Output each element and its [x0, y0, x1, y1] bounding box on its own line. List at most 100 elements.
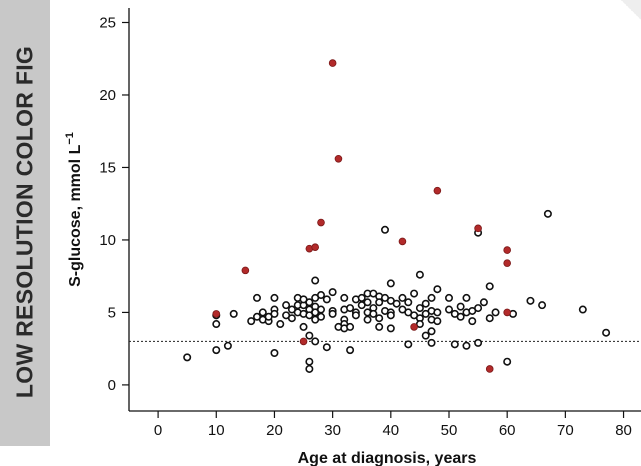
data-point-open	[340, 293, 349, 302]
data-point-filled	[410, 323, 418, 331]
data-point-filled	[317, 218, 325, 227]
data-point-open	[479, 298, 488, 307]
data-point-open	[328, 309, 337, 318]
watermark-banner: LOW RESOLUTION COLOR FIG	[0, 0, 50, 446]
data-point-open	[485, 282, 494, 291]
data-point-open	[351, 311, 360, 320]
x-tick-label: 30	[324, 422, 341, 439]
data-point-open	[444, 305, 453, 314]
data-point-open	[410, 289, 419, 298]
data-point-open	[427, 338, 436, 347]
data-point-open	[421, 331, 430, 340]
data-point-open	[363, 298, 372, 307]
y-axis-title: S-glucose, mmol L−1	[64, 132, 84, 287]
corner-fold	[621, 0, 641, 20]
chart-axes: 0 10 20 30 40 50 60 70 80 0 5 10 15 20 25	[99, 8, 641, 439]
data-point-open	[404, 340, 413, 349]
data-point-open	[415, 270, 424, 279]
data-point-filled	[328, 59, 337, 67]
data-point-open	[369, 309, 378, 318]
data-point-open	[305, 364, 314, 373]
data-point-open	[468, 317, 477, 326]
data-point-open	[311, 337, 320, 346]
y-tick-label: 15	[99, 159, 116, 176]
data-point-open	[462, 341, 471, 350]
data-point-open	[316, 305, 325, 314]
data-point-open	[386, 279, 395, 288]
x-tick-label: 40	[382, 422, 399, 439]
y-tick-label: 0	[108, 377, 116, 394]
data-point-open	[282, 301, 291, 310]
data-point-open	[543, 209, 552, 218]
data-point-open	[322, 343, 331, 352]
data-point-open	[444, 293, 453, 302]
data-point-filled	[503, 259, 511, 267]
data-point-open	[212, 346, 221, 355]
data-point-open	[276, 320, 285, 329]
data-point-open	[433, 317, 442, 326]
data-point-filled	[334, 154, 343, 163]
data-point-open	[456, 302, 465, 311]
data-point-open	[270, 293, 279, 302]
data-point-open	[450, 340, 459, 349]
data-point-open	[311, 276, 320, 285]
y-axis-title-superscript: −1	[64, 132, 76, 145]
data-point-open	[427, 327, 436, 336]
x-tick-label: 70	[557, 422, 574, 439]
data-point-open	[328, 288, 337, 297]
x-tick-label: 60	[499, 422, 516, 439]
data-point-open	[526, 296, 535, 305]
data-point-open	[375, 298, 384, 307]
data-point-open	[474, 338, 483, 347]
axis-labels: Age at diagnosis, years S-glucose, mmol …	[64, 132, 476, 466]
data-point-filled	[474, 224, 482, 233]
x-tick-label: 0	[154, 422, 162, 439]
data-point-filled	[311, 243, 319, 251]
data-point-open	[456, 312, 465, 321]
x-tick-label: 50	[441, 422, 458, 439]
y-tick-label: 20	[99, 87, 116, 104]
data-point-filled	[485, 365, 494, 373]
data-point-filled	[398, 237, 407, 246]
x-tick-label: 80	[615, 422, 632, 439]
data-point-open	[357, 293, 366, 302]
data-point-filled	[503, 246, 511, 254]
data-point-open	[392, 299, 401, 308]
data-point-open	[485, 314, 494, 323]
data-point-open	[415, 304, 424, 313]
data-point-open	[404, 298, 413, 307]
data-point-open	[305, 298, 314, 307]
data-point-open	[299, 322, 308, 331]
x-tick-label: 20	[266, 422, 283, 439]
data-point-filled	[299, 337, 308, 346]
data-point-open	[305, 331, 314, 340]
data-point-open	[258, 308, 267, 317]
y-tick-label: 25	[99, 14, 116, 31]
data-points	[183, 59, 611, 373]
data-point-open	[380, 225, 389, 234]
data-point-open	[398, 293, 407, 302]
data-point-open	[316, 312, 325, 321]
data-point-filled	[503, 308, 511, 317]
y-axis-title-main: S-glucose, mmol L	[67, 144, 84, 286]
data-point-open	[183, 353, 192, 362]
data-point-open	[375, 322, 384, 331]
data-point-open	[602, 328, 611, 337]
data-point-open	[363, 315, 372, 324]
data-point-open	[578, 305, 587, 314]
data-point-open	[427, 293, 436, 302]
data-point-open	[375, 314, 384, 323]
data-point-open	[433, 308, 442, 317]
data-point-open	[491, 308, 500, 317]
data-point-open	[305, 357, 314, 366]
y-tick-label: 5	[108, 304, 116, 321]
data-point-open	[270, 309, 279, 318]
data-point-open	[474, 304, 483, 313]
data-point-open	[316, 291, 325, 300]
data-point-open	[270, 349, 279, 358]
data-point-open	[212, 320, 221, 329]
data-point-filled	[433, 186, 442, 195]
data-point-open	[287, 314, 296, 323]
data-point-open	[415, 320, 424, 329]
